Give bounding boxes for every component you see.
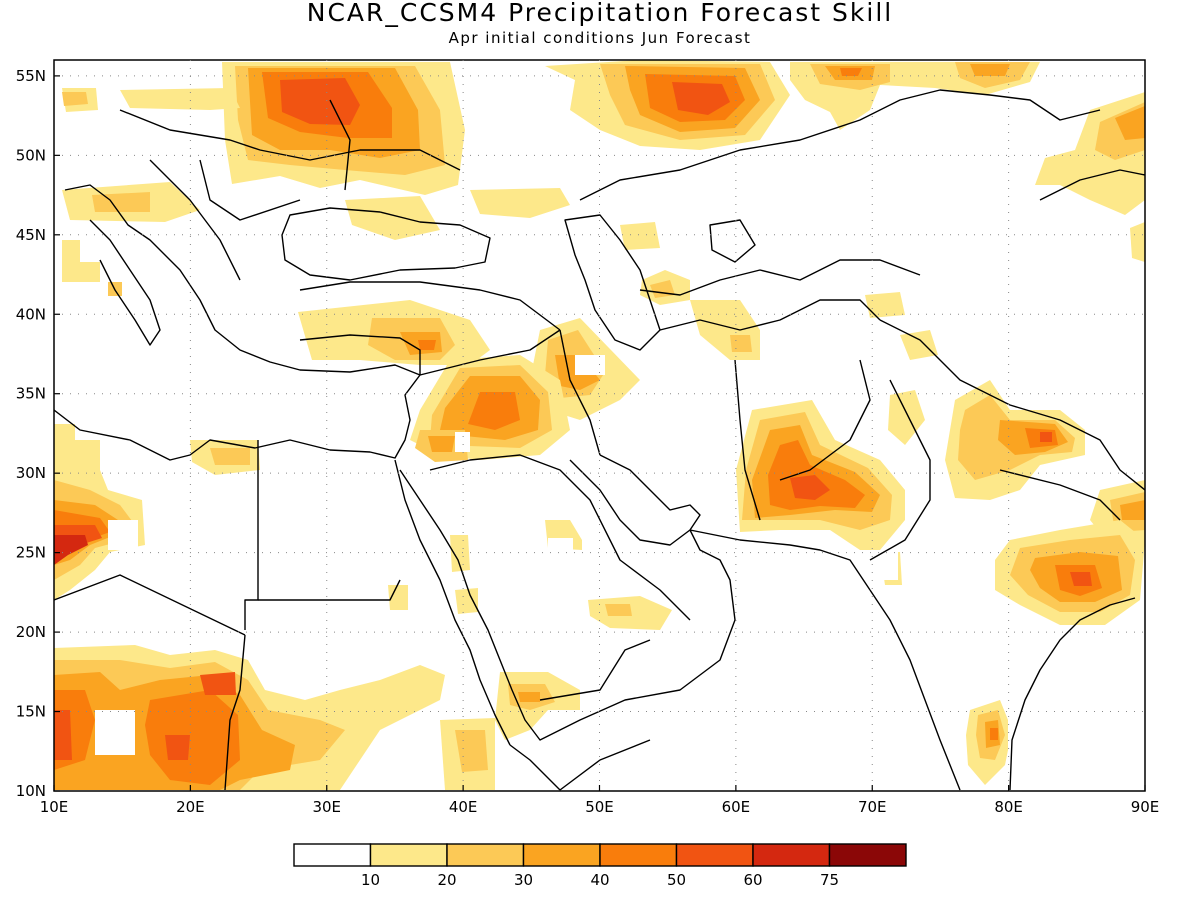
colorbar-label: 75 <box>820 871 839 889</box>
nepal-india-border <box>999 469 1121 521</box>
colorbar-label: 50 <box>667 871 686 889</box>
eu-borders-1 <box>119 109 461 171</box>
black-sea <box>281 207 491 281</box>
colorbar-swatch <box>828 843 907 867</box>
lat-tick-label: 10N <box>16 782 46 800</box>
lat-tick-label: 40N <box>16 305 46 323</box>
caspian-sea <box>564 214 661 351</box>
skill-region-south-india <box>966 700 1012 785</box>
colorbar-swatch <box>446 843 525 867</box>
skill-region-central-asia-north <box>545 60 1145 262</box>
skill-region-middle-east <box>190 270 760 475</box>
map-subtitle: Apr initial conditions Jun Forecast <box>448 29 752 47</box>
africa-east-coast <box>509 744 561 791</box>
red-sea-west <box>394 459 511 746</box>
axis-ticks <box>53 75 1146 792</box>
colorbar-label: 30 <box>514 871 533 889</box>
lon-tick-label: 60E <box>722 798 751 816</box>
colorbar-labels: 10 20 30 40 50 60 75 <box>361 871 839 889</box>
colorbar-label: 10 <box>361 871 380 889</box>
saudi-border <box>429 454 691 621</box>
uzbek-borders <box>659 299 881 331</box>
latitude-labels: 10N 15N 20N 25N 30N 35N 40N 45N 50N 55N <box>16 67 46 800</box>
eu-borders-4 <box>329 99 351 191</box>
turkey-north <box>299 281 561 331</box>
colorbar-swatch <box>522 843 601 867</box>
iran-coast <box>689 529 871 591</box>
lon-tick-label: 20E <box>176 798 205 816</box>
somalia-eth <box>559 739 651 791</box>
skill-region-eastern-europe <box>62 62 570 296</box>
mediterranean-coast <box>54 184 421 461</box>
aral-sea <box>709 219 756 263</box>
skill-region-arabia <box>388 520 672 790</box>
turkey-south <box>299 334 421 375</box>
pak-india-border <box>869 379 931 561</box>
longitude-labels: 10E 20E 30E 40E 50E 60E 70E 80E 90E <box>40 798 1160 816</box>
colorbar-swatch <box>369 843 448 867</box>
lon-tick-label: 80E <box>994 798 1023 816</box>
lon-tick-label: 40E <box>449 798 478 816</box>
lat-tick-label: 45N <box>16 226 46 244</box>
italy <box>89 219 161 346</box>
skill-region-pakistan <box>736 292 938 585</box>
skill-field <box>54 60 1145 790</box>
lon-tick-label: 70E <box>858 798 887 816</box>
lat-tick-label: 50N <box>16 146 46 164</box>
colorbar-label: 60 <box>743 871 762 889</box>
lat-tick-label: 30N <box>16 464 46 482</box>
colorbar-label: 40 <box>590 871 609 889</box>
iraq-iran-border <box>559 329 601 456</box>
iran-afghan-border <box>734 359 761 521</box>
kazakh-russia-border <box>579 89 1101 201</box>
eu-borders-3 <box>199 159 301 221</box>
lon-tick-label: 30E <box>312 798 341 816</box>
china-border <box>879 319 1145 491</box>
colorbar-swatch <box>752 843 831 867</box>
skill-region-bengal <box>995 520 1145 625</box>
coastlines-and-borders <box>54 89 1145 791</box>
chad-sudan-border <box>224 634 246 791</box>
lon-tick-label: 10E <box>40 798 69 816</box>
skill-region-north-india <box>945 380 1145 545</box>
eu-borders-2 <box>149 159 241 281</box>
lon-tick-label: 50E <box>585 798 614 816</box>
colorbar-label: 20 <box>437 871 456 889</box>
lat-tick-label: 25N <box>16 544 46 562</box>
egypt-libya-border <box>244 440 259 630</box>
map-title: NCAR_CCSM4 Precipitation Forecast Skill <box>306 0 894 27</box>
mongolia-border <box>1039 169 1145 201</box>
lat-tick-label: 15N <box>16 703 46 721</box>
persian-gulf <box>569 454 701 546</box>
yemen-border <box>539 639 651 701</box>
india-east-coast <box>1009 597 1136 791</box>
india-west-coast <box>869 589 961 791</box>
lon-tick-label: 90E <box>1131 798 1160 816</box>
lat-tick-label: 35N <box>16 385 46 403</box>
lat-tick-label: 20N <box>16 623 46 641</box>
libya-chad-border <box>54 574 246 636</box>
colorbar <box>293 843 907 867</box>
lat-tick-label: 55N <box>16 67 46 85</box>
colorbar-swatch <box>293 843 372 867</box>
red-sea-east <box>399 469 736 741</box>
kazakh-south-border <box>639 259 921 296</box>
colorbar-swatch <box>675 843 754 867</box>
skill-region-africa <box>54 424 445 790</box>
colorbar-swatch <box>599 843 678 867</box>
afghan-pak-border <box>779 359 871 481</box>
syria-turkey-border <box>419 329 561 376</box>
sudan-border <box>258 579 401 601</box>
